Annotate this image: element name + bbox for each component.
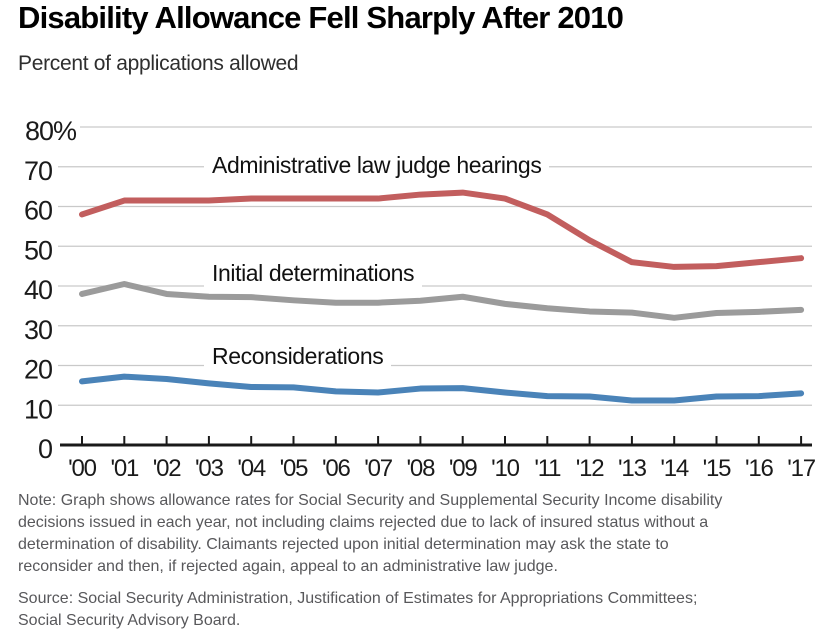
line-chart-canvas: 80% 70 60 50 40 30 20 10 0 '00 '01 '02 '03 '04 '05 '06 '… [24, 116, 817, 482]
x-axis-tick-label: '14 [660, 455, 689, 482]
y-axis-tick-label: 50 [24, 235, 52, 265]
line-initial-determinations [79, 281, 805, 321]
y-axis-tick-label: 70 [24, 156, 52, 186]
line-chart: 80% 70 60 50 40 30 20 10 0 '00 '01 '02 '03 '04 '05 '06 '… [0, 100, 826, 495]
y-axis-tick-label: 60 [24, 196, 52, 226]
x-axis-tick-label: '05 [280, 455, 309, 482]
y-axis-tick-label: 20 [24, 355, 52, 385]
x-axis-tick-label: '13 [618, 455, 647, 482]
x-axis-tick-label: '02 [153, 455, 182, 482]
y-axis-tick-label: 10 [24, 394, 52, 424]
series-label-initial-determinations: Initial determinations [204, 258, 423, 289]
x-axis-tick-label: '17 [787, 455, 816, 482]
source-text: Source: Social Security Administration, … [18, 590, 698, 629]
x-axis-tick-label: '07 [364, 455, 393, 482]
x-axis-tick-label: '16 [745, 455, 774, 482]
x-axis-tick-label: '15 [703, 455, 732, 482]
chart-title: Disability Allowance Fell Sharply After … [18, 0, 624, 35]
x-axis-tick-label: '01 [110, 455, 139, 482]
x-axis-tick-label: '11 [534, 455, 561, 482]
x-axis-tick-label: '03 [195, 455, 224, 482]
series-label-administrative-law-judge-hearings: Administrative law judge hearings [204, 150, 550, 181]
chart-subtitle: Percent of applications allowed [18, 52, 299, 75]
line-administrative-law-judge-hearings [79, 189, 805, 270]
x-axis-tick-label: '10 [491, 455, 520, 482]
x-axis-tick-label: '08 [407, 455, 436, 482]
x-axis-tick-label: '09 [449, 455, 478, 482]
note-text: Note: Graph shows allowance rates for So… [18, 492, 723, 575]
y-axis-tick-label: 40 [24, 275, 52, 305]
x-axis-tick-label: '12 [576, 455, 605, 482]
x-axis-tick-label: '04 [237, 455, 266, 482]
y-axis-tick-label: 0 [38, 434, 52, 464]
x-axis-tick-label: '00 [68, 455, 97, 482]
series-label-reconsiderations: Reconsiderations [204, 341, 392, 372]
x-axis-tick-label: '06 [322, 455, 351, 482]
line-reconsiderations [79, 373, 805, 404]
y-axis-tick-label: 80% [25, 116, 77, 146]
y-axis-tick-label: 30 [24, 315, 52, 345]
